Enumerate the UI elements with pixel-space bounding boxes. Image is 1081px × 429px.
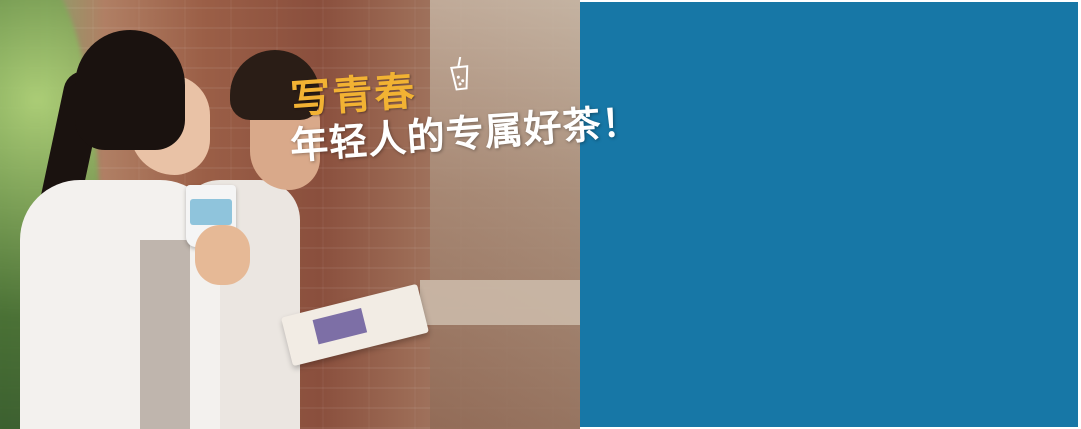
headline: 写青春 年轻人的专属好茶！ [289,55,642,170]
hand [195,225,250,285]
drink-cup-icon [450,56,469,91]
hero-photo [0,0,580,429]
blue-panel [580,2,1078,427]
book-illustration [312,308,368,345]
stone-ledge [420,280,580,325]
young-woman-hair [75,30,185,150]
young-man-hair [230,50,320,120]
building-pillar [430,0,580,429]
tea-cup-label [190,199,232,225]
young-woman-top [140,240,190,429]
